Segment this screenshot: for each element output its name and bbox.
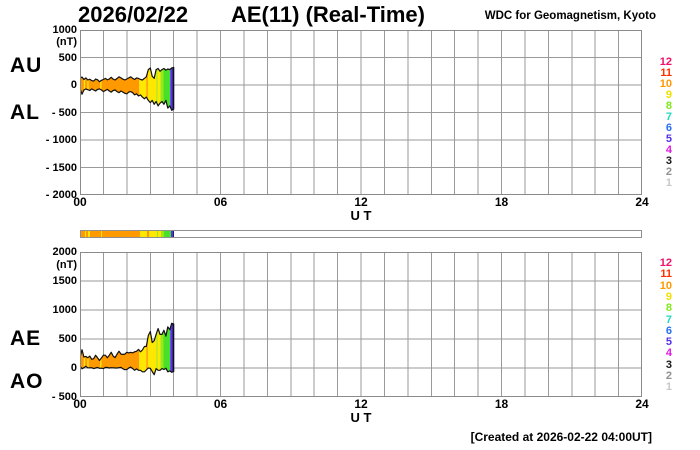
y-tick-label: - 500 [51, 106, 77, 119]
x-tick-label: 12 [354, 195, 368, 209]
station-number: 6 [665, 122, 672, 134]
station-availability-strip [80, 230, 642, 238]
plot-title: AE(11) (Real-Time) [231, 2, 425, 27]
aual-panel-chart [80, 30, 642, 195]
strip-segment [161, 231, 165, 237]
x-tick-label: 18 [494, 195, 509, 209]
station-number: 8 [665, 100, 672, 112]
y-tick-label: - 1000 [45, 134, 77, 146]
station-number: 11 [660, 268, 672, 281]
strip-segment [84, 231, 87, 237]
strip-segment [170, 231, 174, 237]
station-number: 7 [665, 111, 672, 123]
strip-segment [101, 231, 103, 237]
x-tick-label: 24 [635, 195, 649, 209]
station-number: 10 [659, 78, 672, 90]
x-tick-label: 12 [354, 397, 368, 411]
strip-segment [81, 231, 85, 237]
strip-segment [86, 231, 89, 237]
plot-date: 2026/02/22 [78, 2, 189, 27]
strip-segment [164, 231, 171, 237]
y-tick-label: 2000 [52, 246, 77, 258]
ut-axis-label-top: U T [350, 208, 372, 223]
strip-segment [89, 231, 102, 237]
x-tick-label: 24 [635, 397, 649, 411]
station-number: 12 [659, 257, 672, 269]
station-number: 12 [659, 56, 672, 68]
strip-segment [102, 231, 141, 237]
station-number: 6 [665, 324, 672, 337]
unit-label-bottom: (nT) [56, 259, 77, 271]
station-number: 4 [665, 347, 672, 360]
station-number: 5 [665, 336, 672, 349]
strip-segment [88, 231, 90, 237]
station-number: 4 [665, 144, 672, 156]
station-number: 11 [660, 67, 672, 79]
station-number: 7 [665, 313, 672, 326]
strip-segment [157, 231, 159, 237]
y-tick-label: 500 [58, 333, 77, 345]
strip-segment [173, 231, 175, 237]
x-tick-label: 00 [73, 195, 87, 209]
data-source: WDC for Geomagnetism, Kyoto [484, 10, 656, 22]
station-number: 1 [665, 381, 672, 394]
aeao-panel-chart [80, 252, 642, 397]
station-number: 5 [665, 133, 672, 145]
station-number: 9 [665, 89, 672, 101]
y-tick-label: 1500 [52, 275, 77, 287]
station-number: 1 [665, 177, 672, 189]
strip-segment [147, 231, 149, 237]
ut-axis-label-bottom: U T [350, 410, 372, 425]
station-number: 3 [665, 155, 672, 167]
y-tick-label: 1000 [52, 304, 77, 316]
unit-label-top: (nT) [56, 36, 77, 48]
y-tick-label: 0 [70, 362, 77, 374]
x-tick-label: 00 [73, 397, 87, 411]
station-number: 9 [665, 290, 672, 303]
x-tick-label: 18 [494, 397, 509, 411]
station-number: 8 [665, 302, 672, 315]
station-number: 3 [665, 358, 672, 371]
strip-segment [148, 231, 158, 237]
y-tick-label: - 500 [51, 391, 77, 403]
label-au: AU [10, 54, 43, 77]
station-number: 2 [665, 370, 672, 382]
y-tick-label: 1000 [52, 24, 77, 36]
strip-segment [158, 231, 162, 237]
x-tick-label: 06 [213, 397, 228, 411]
y-tick-label: 0 [70, 79, 77, 91]
label-ao: AO [10, 370, 44, 393]
station-number: 10 [659, 279, 672, 292]
label-ae: AE [10, 327, 42, 350]
y-tick-label: - 1500 [45, 161, 77, 174]
label-al: AL [10, 101, 40, 124]
created-timestamp: [Created at 2026-02-22 04:00UT] [470, 430, 652, 444]
y-tick-label: - 2000 [45, 189, 77, 201]
y-tick-label: 500 [58, 51, 77, 64]
x-tick-label: 06 [213, 195, 228, 209]
strip-segment [140, 231, 148, 237]
station-number: 2 [665, 166, 672, 178]
